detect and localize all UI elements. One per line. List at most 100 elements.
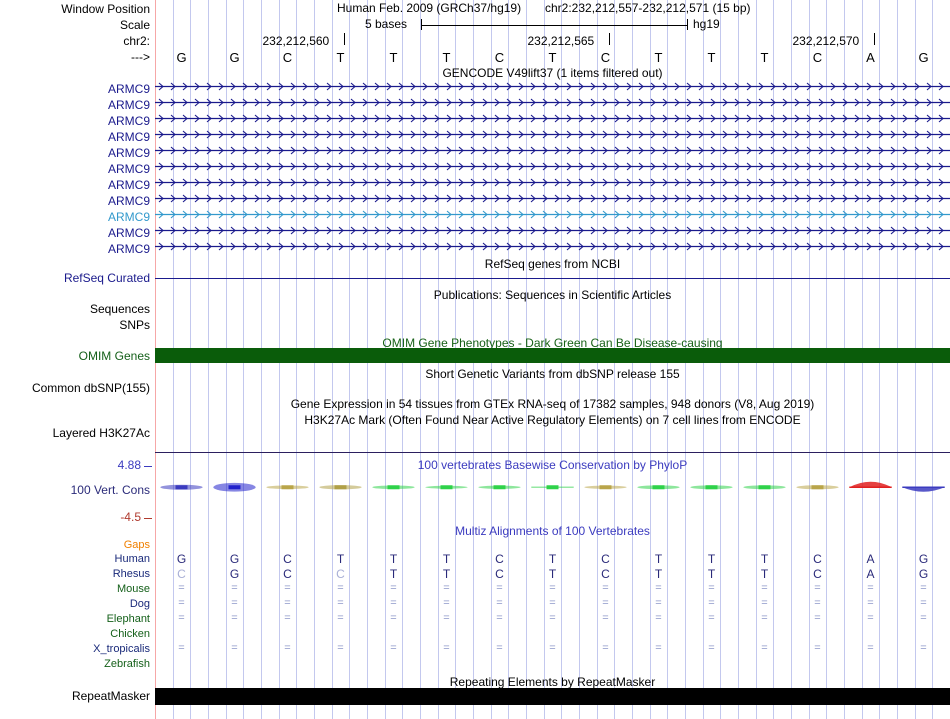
base-letter: G [176, 50, 187, 65]
publications-label[interactable]: Sequences [89, 302, 150, 316]
assembly-title: Human Feb. 2009 (GRCh37/hg19) [337, 1, 522, 15]
gene-label[interactable]: ARMC9 [107, 114, 150, 128]
gene-label[interactable]: ARMC9 [107, 226, 150, 240]
alignment-gap-mark: = [708, 642, 715, 654]
scale-label: Scale [119, 18, 150, 32]
species-label[interactable]: Elephant [106, 613, 150, 625]
dbsnp-track-title: Short Genetic Variants from dbSNP releas… [425, 367, 680, 381]
gaps-label[interactable]: Gaps [123, 539, 150, 551]
gene-intron-line[interactable] [155, 98, 950, 107]
gene-label[interactable]: ARMC9 [107, 194, 150, 208]
alignment-base: A [866, 567, 875, 581]
alignment-base: C [177, 567, 186, 581]
base-letter: C [600, 50, 611, 65]
repeatmasker-feature-bar[interactable] [155, 688, 950, 705]
alignment-base: T [707, 567, 716, 581]
alignment-gap-mark: = [761, 642, 768, 654]
alignment-base: T [389, 567, 398, 581]
alignment-gap-mark: = [761, 597, 768, 609]
gene-label[interactable]: ARMC9 [107, 146, 150, 160]
ruler-tick-label: 232,212,560 [262, 34, 330, 48]
base-letter: C [494, 50, 505, 65]
alignment-gap-mark: = [708, 582, 715, 594]
alignment-gap-mark: = [337, 612, 344, 624]
gene-intron-line[interactable] [155, 178, 950, 187]
omim-label[interactable]: OMIM Genes [78, 349, 150, 363]
alignment-base: G [176, 552, 187, 566]
gene-label[interactable]: ARMC9 [107, 98, 150, 112]
base-letter: T [336, 50, 345, 65]
base-letter: G [918, 50, 929, 65]
h3k27ac-label[interactable]: Layered H3K27Ac [52, 426, 150, 440]
alignment-gap-mark: = [867, 642, 874, 654]
snps-label[interactable]: SNPs [119, 318, 150, 332]
base-letter: C [282, 50, 293, 65]
refseq-label[interactable]: RefSeq Curated [63, 271, 150, 285]
alignment-gap-mark: = [814, 582, 821, 594]
gene-label[interactable]: ARMC9 [107, 242, 150, 256]
alignment-gap-mark: = [178, 642, 185, 654]
gene-intron-line[interactable] [155, 162, 950, 171]
alignment-gap-mark: = [761, 612, 768, 624]
base-letter: T [548, 50, 557, 65]
alignment-gap-mark: = [390, 597, 397, 609]
alignment-gap-mark: = [284, 612, 291, 624]
conservation-max-tick [144, 466, 152, 467]
ruler-tick-mark [343, 33, 345, 45]
gene-label[interactable]: ARMC9 [107, 130, 150, 144]
region-coordinates: chr2:232,212,557-232,212,571 (15 bp) [545, 1, 751, 15]
gene-intron-line[interactable] [155, 130, 950, 139]
gene-intron-line[interactable] [155, 194, 950, 203]
alignment-gap-mark: = [231, 597, 238, 609]
alignment-gap-mark: = [178, 597, 185, 609]
alignment-gap-mark: = [390, 582, 397, 594]
alignment-base: T [548, 552, 557, 566]
conservation-label[interactable]: 100 Vert. Cons [70, 483, 150, 497]
alignment-gap-mark: = [708, 597, 715, 609]
conservation-plot[interactable] [155, 455, 950, 517]
gene-label[interactable]: ARMC9 [107, 162, 150, 176]
ruler-tick-mark [608, 33, 610, 45]
refseq-track-title: RefSeq genes from NCBI [484, 257, 621, 271]
scale-bar-tick-right [687, 19, 688, 30]
h3k27ac-baseline [155, 452, 950, 453]
alignment-gap-mark: = [549, 582, 556, 594]
alignment-gap-mark: = [549, 642, 556, 654]
conservation-min-value: -4.5 [120, 510, 141, 524]
alignment-base: T [760, 552, 769, 566]
gene-intron-line[interactable] [155, 210, 950, 219]
alignment-base: C [495, 567, 504, 581]
species-label[interactable]: Mouse [116, 583, 150, 595]
species-label[interactable]: Rhesus [112, 568, 150, 580]
gene-intron-line[interactable] [155, 114, 950, 123]
alignment-base: G [918, 567, 929, 581]
alignment-gap-mark: = [284, 642, 291, 654]
gene-intron-line[interactable] [155, 82, 950, 91]
alignment-base: C [283, 552, 292, 566]
species-label[interactable]: Human [114, 553, 150, 565]
base-letter: T [707, 50, 716, 65]
gene-intron-line[interactable] [155, 146, 950, 155]
alignment-gap-mark: = [496, 642, 503, 654]
species-label[interactable]: X_tropicalis [93, 643, 150, 655]
species-label[interactable]: Dog [129, 598, 150, 610]
omim-feature-bar[interactable] [155, 348, 950, 363]
gene-intron-line[interactable] [155, 242, 950, 251]
chrom-label: chr2: [123, 34, 150, 48]
species-label[interactable]: Zebrafish [104, 658, 150, 670]
gene-label[interactable]: ARMC9 [107, 210, 150, 224]
gene-label[interactable]: ARMC9 [107, 82, 150, 96]
dbsnp-label[interactable]: Common dbSNP(155) [31, 381, 150, 395]
alignment-gap-mark: = [443, 612, 450, 624]
alignment-gap-mark: = [920, 597, 927, 609]
base-letter: A [866, 50, 875, 65]
species-label[interactable]: Chicken [110, 628, 150, 640]
alignment-base: G [229, 552, 240, 566]
gene-intron-line[interactable] [155, 226, 950, 235]
alignment-gap-mark: = [814, 612, 821, 624]
repeatmasker-label[interactable]: RepeatMasker [71, 689, 150, 703]
gencode-track-title: GENCODE V49lift37 (1 items filtered out) [442, 66, 663, 80]
alignment-gap-mark: = [496, 582, 503, 594]
alignment-gap-mark: = [814, 597, 821, 609]
gene-label[interactable]: ARMC9 [107, 178, 150, 192]
